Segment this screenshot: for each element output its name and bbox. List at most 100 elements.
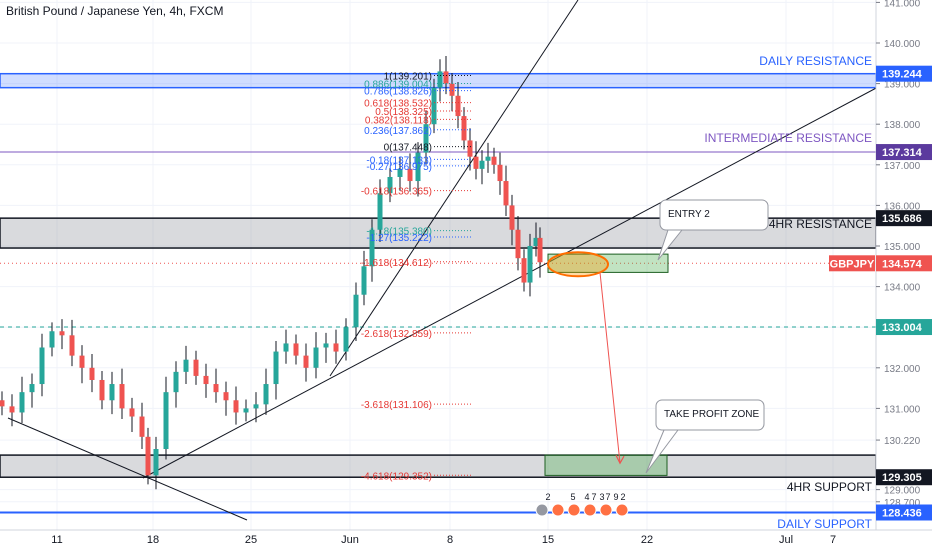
event-digit: 4 — [584, 492, 589, 502]
candle-body — [361, 266, 367, 295]
fib-levels: 1(139.201)0.886(139.004)0.786(138.826) 0.… — [361, 71, 472, 482]
time-axis-bg — [0, 530, 932, 550]
target-arrow — [599, 272, 621, 464]
candle-body — [537, 237, 543, 263]
callout-box — [659, 199, 769, 231]
zone-label: DAILY RESISTANCE — [759, 54, 872, 68]
price-tick-label: 130.220 — [884, 436, 921, 447]
candle-body — [253, 404, 259, 409]
candle-body — [431, 87, 437, 125]
price-axis-bg — [876, 0, 932, 550]
candle-body — [407, 168, 413, 182]
zone-label: INTERMEDIATE RESISTANCE — [704, 131, 872, 145]
candle-body — [515, 229, 521, 259]
price-tick-label: 135.000 — [884, 242, 921, 253]
candle-body — [497, 164, 503, 182]
candle-body — [9, 406, 15, 413]
candle-body — [527, 246, 533, 283]
candle-body — [461, 116, 467, 141]
price-tag-label: 128.436 — [882, 507, 922, 519]
symbol-tag-label: GBPJPY — [830, 258, 875, 270]
candle-body — [129, 408, 135, 417]
event-icon — [615, 503, 629, 517]
fib-label: 0.786(138.826) — [364, 87, 432, 98]
callout-label: ENTRY 2 — [668, 209, 710, 220]
price-tag-label: 137.314 — [882, 147, 923, 159]
candle-body — [423, 124, 429, 153]
fib-label: 0.382(138.118) — [365, 115, 432, 126]
zone-label: 4HR RESISTANCE — [769, 217, 872, 231]
event-icon — [567, 503, 581, 517]
chart-title: British Pound / Japanese Yen, 4h, FXCM — [6, 4, 224, 18]
time-tick-label: 18 — [147, 534, 159, 546]
candle-body — [109, 384, 115, 401]
candle-body — [153, 449, 159, 476]
price-tag-label: 133.004 — [882, 322, 923, 334]
candle-body — [163, 392, 169, 449]
time-tick-label: 8 — [447, 534, 453, 546]
fib-label: 0.886(139.004) — [364, 79, 432, 90]
price-tag-label: 139.244 — [882, 69, 923, 81]
candle-body — [19, 392, 25, 413]
candle-body — [343, 327, 349, 352]
candle-body — [283, 343, 289, 352]
candle-body — [313, 347, 319, 368]
4hr-support-zone — [0, 454, 877, 478]
fib-label: 1(139.201) — [384, 71, 432, 82]
candle-body — [99, 379, 105, 401]
time-tick-label: 7 — [830, 534, 836, 546]
candle-body — [223, 392, 229, 401]
price-tick-label: 141.000 — [884, 0, 921, 9]
price-tag — [876, 469, 932, 486]
callout-pointer — [645, 429, 679, 474]
candle-body — [183, 359, 189, 372]
candle-body — [79, 355, 85, 368]
candle-body — [455, 95, 461, 117]
candle-body — [89, 367, 95, 380]
price-tick-label: 136.000 — [884, 201, 921, 212]
candle-body — [173, 371, 179, 393]
price-tag-label: 134.574 — [882, 258, 923, 270]
fib-label: -3.618(131.106) — [361, 400, 432, 411]
candle-body — [243, 408, 249, 413]
candle-body — [145, 436, 151, 476]
candle-body — [473, 156, 479, 169]
candle-body — [263, 384, 269, 405]
candles — [0, 55, 543, 490]
time-tick-label: 11 — [51, 534, 62, 546]
fib-label: -0.18(137.133) — [366, 155, 432, 166]
candle-body — [39, 347, 45, 385]
zone-label: DAILY SUPPORT — [777, 517, 872, 531]
price-tick-label: 131.000 — [884, 404, 921, 415]
candle-body — [293, 343, 299, 356]
candle-body — [233, 400, 239, 413]
event-digit: 9 — [613, 492, 618, 502]
price-tick-label: 129.000 — [884, 486, 921, 497]
event-digit: 2 — [620, 492, 625, 502]
event-icon — [535, 503, 549, 517]
candle-body — [193, 359, 199, 376]
candle-body — [49, 331, 55, 348]
candle-body — [203, 375, 209, 385]
fib-label: -1.27(135.222) — [366, 233, 432, 244]
fib-label: -0.618(136.365) — [361, 187, 432, 198]
candle-body — [485, 156, 491, 161]
time-tick-label: 15 — [542, 534, 554, 546]
time-tick-label: 25 — [245, 534, 257, 546]
fib-label: 0(137.448) — [384, 143, 432, 154]
fib-label: -4.618(129.352) — [361, 471, 432, 482]
event-icon — [551, 503, 565, 517]
candle-body — [273, 351, 279, 385]
price-tag-label: 129.305 — [882, 472, 922, 484]
event-icon — [599, 503, 613, 517]
fib-label: 0.236(137.862) — [364, 126, 432, 137]
event-digit: 7 — [591, 492, 596, 502]
fib-label: 0.5(138.325) — [375, 107, 432, 118]
target-arrowhead — [615, 454, 625, 465]
callout-box — [655, 399, 765, 431]
callout-label: TAKE PROFIT ZONE — [664, 409, 760, 420]
price-tick-label: 140.000 — [884, 39, 921, 50]
candle-body — [119, 384, 125, 409]
